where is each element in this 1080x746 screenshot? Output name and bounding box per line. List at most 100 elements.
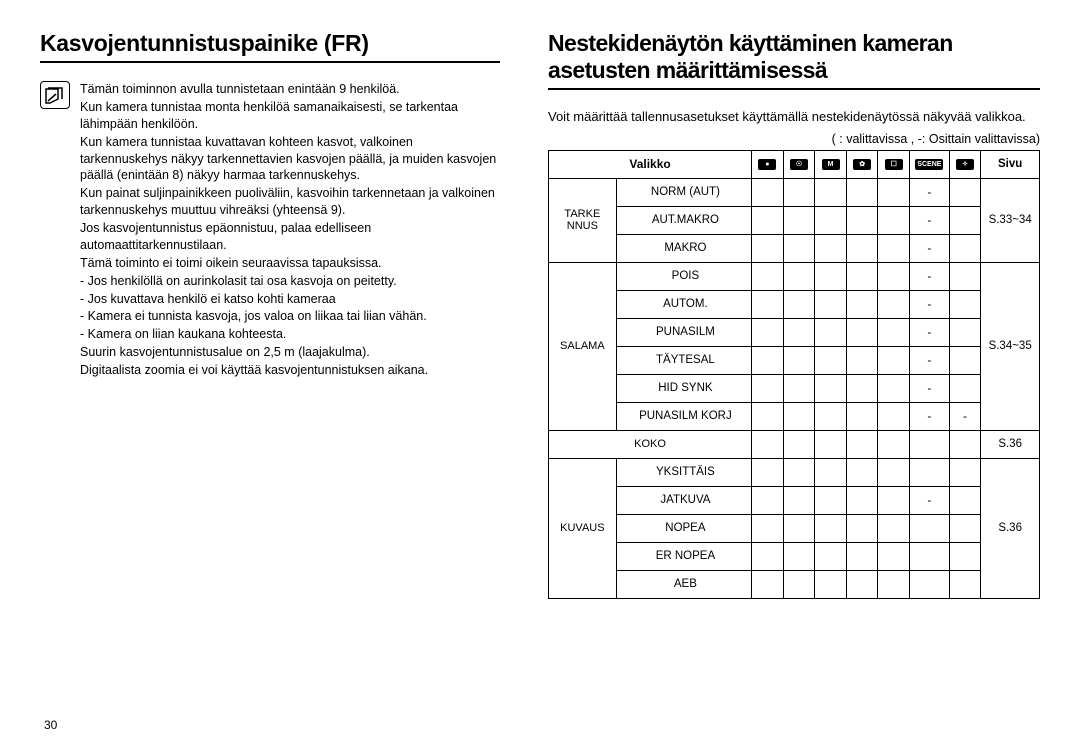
mode-cell [949, 262, 981, 290]
mode-cell [783, 458, 815, 486]
mode-cell [815, 346, 847, 374]
mode-cell [846, 178, 878, 206]
group-label: KUVAUS [549, 458, 617, 598]
menu-label: YKSITTÄIS [616, 458, 751, 486]
page-ref: S.33~34 [981, 178, 1040, 262]
mode-cell [783, 542, 815, 570]
body-paragraph: - Kamera ei tunnista kasvoja, jos valoa … [80, 308, 500, 325]
mode-cell: - [910, 178, 950, 206]
body-paragraph: - Kamera on liian kaukana kohteesta. [80, 326, 500, 343]
mode-cell [878, 570, 910, 598]
mode-cell [878, 262, 910, 290]
mode-cell [949, 570, 981, 598]
mode-cell [878, 374, 910, 402]
mode-cell [752, 318, 784, 346]
mode-cell [878, 318, 910, 346]
left-title: Kasvojentunnistuspainike (FR) [40, 30, 500, 63]
mode-cell [846, 458, 878, 486]
mode-cell [878, 346, 910, 374]
mode-cell [783, 206, 815, 234]
mode-cell [878, 458, 910, 486]
body-paragraph: Kun kamera tunnistaa monta henkilöä sama… [80, 99, 500, 133]
mode-cell [846, 402, 878, 430]
mode-cell [949, 234, 981, 262]
mode-cell [783, 514, 815, 542]
mode-cell [846, 430, 878, 458]
mode-cell [910, 570, 950, 598]
body-paragraph: Suurin kasvojentunnistusalue on 2,5 m (l… [80, 344, 500, 361]
mode-cell [949, 374, 981, 402]
right-intro: Voit määrittää tallennusasetukset käyttä… [548, 108, 1040, 126]
mode-cell [878, 542, 910, 570]
mode-cell: - [910, 206, 950, 234]
menu-label: POIS [616, 262, 751, 290]
mode-cell: - [949, 402, 981, 430]
body-paragraph: - Jos kuvattava henkilö ei katso kohti k… [80, 291, 500, 308]
mode-cell [815, 178, 847, 206]
menu-label: TÄYTESAL [616, 346, 751, 374]
mode-cell [949, 486, 981, 514]
mode-cell [783, 402, 815, 430]
mode-cell [878, 486, 910, 514]
mode-cell [783, 346, 815, 374]
group-label: SALAMA [549, 262, 617, 430]
page-container: Kasvojentunnistuspainike (FR) Tämän toim… [40, 30, 1040, 599]
mode-cell [878, 402, 910, 430]
mode-cell [910, 514, 950, 542]
mode-cell: - [910, 402, 950, 430]
body-paragraph: Digitaalista zoomia ei voi käyttää kasvo… [80, 362, 500, 379]
mode-cell [783, 430, 815, 458]
mode-cell [846, 514, 878, 542]
mode-cell: - [910, 346, 950, 374]
page-ref: S.36 [981, 458, 1040, 598]
mode-cell [815, 402, 847, 430]
menu-label: ER NOPEA [616, 542, 751, 570]
mode-cell [752, 542, 784, 570]
menu-label: AUTOM. [616, 290, 751, 318]
mode-cell [783, 234, 815, 262]
mode-cell: - [910, 374, 950, 402]
mode-cell [815, 430, 847, 458]
mode-cell [752, 514, 784, 542]
body-paragraph: Kun painat suljinpainikkeen puoliväliin,… [80, 185, 500, 219]
mode-cell [846, 206, 878, 234]
mode-cell [846, 318, 878, 346]
mode-cell [949, 542, 981, 570]
mode-cell [910, 458, 950, 486]
menu-label: PUNASILM [616, 318, 751, 346]
mode-cell [846, 262, 878, 290]
menu-label: MAKRO [616, 234, 751, 262]
mode-cell [783, 262, 815, 290]
mode-cell [752, 374, 784, 402]
left-body: Tämän toiminnon avulla tunnistetaan enin… [40, 81, 500, 380]
mode-cell [752, 570, 784, 598]
mode-cell [815, 514, 847, 542]
mode-cell [949, 206, 981, 234]
mode-cell [815, 458, 847, 486]
mode-cell [846, 234, 878, 262]
mode-cell [815, 374, 847, 402]
mode-cell [752, 290, 784, 318]
left-column: Kasvojentunnistuspainike (FR) Tämän toim… [40, 30, 500, 599]
mode-cell [752, 346, 784, 374]
mode-cell [949, 430, 981, 458]
mode-cell [949, 458, 981, 486]
body-paragraph: Tämän toiminnon avulla tunnistetaan enin… [80, 81, 500, 98]
mode-cell: - [910, 290, 950, 318]
mode-cell: - [910, 262, 950, 290]
mode-cell [752, 262, 784, 290]
mode-cell [949, 346, 981, 374]
mode-cell [752, 178, 784, 206]
page-ref: S.34~35 [981, 262, 1040, 430]
menu-label: AUT.MAKRO [616, 206, 751, 234]
mode-cell [878, 206, 910, 234]
mode-cell [846, 374, 878, 402]
mode-cell [949, 514, 981, 542]
mode-cell [878, 430, 910, 458]
mode-cell [878, 290, 910, 318]
menu-label: NORM (AUT) [616, 178, 751, 206]
body-paragraph: Kun kamera tunnistaa kuvattavan kohteen … [80, 134, 500, 185]
mode-cell [783, 178, 815, 206]
group-label: TARKE NNUS [549, 178, 617, 262]
body-paragraph: - Jos henkilöllä on aurinkolasit tai osa… [80, 273, 500, 290]
